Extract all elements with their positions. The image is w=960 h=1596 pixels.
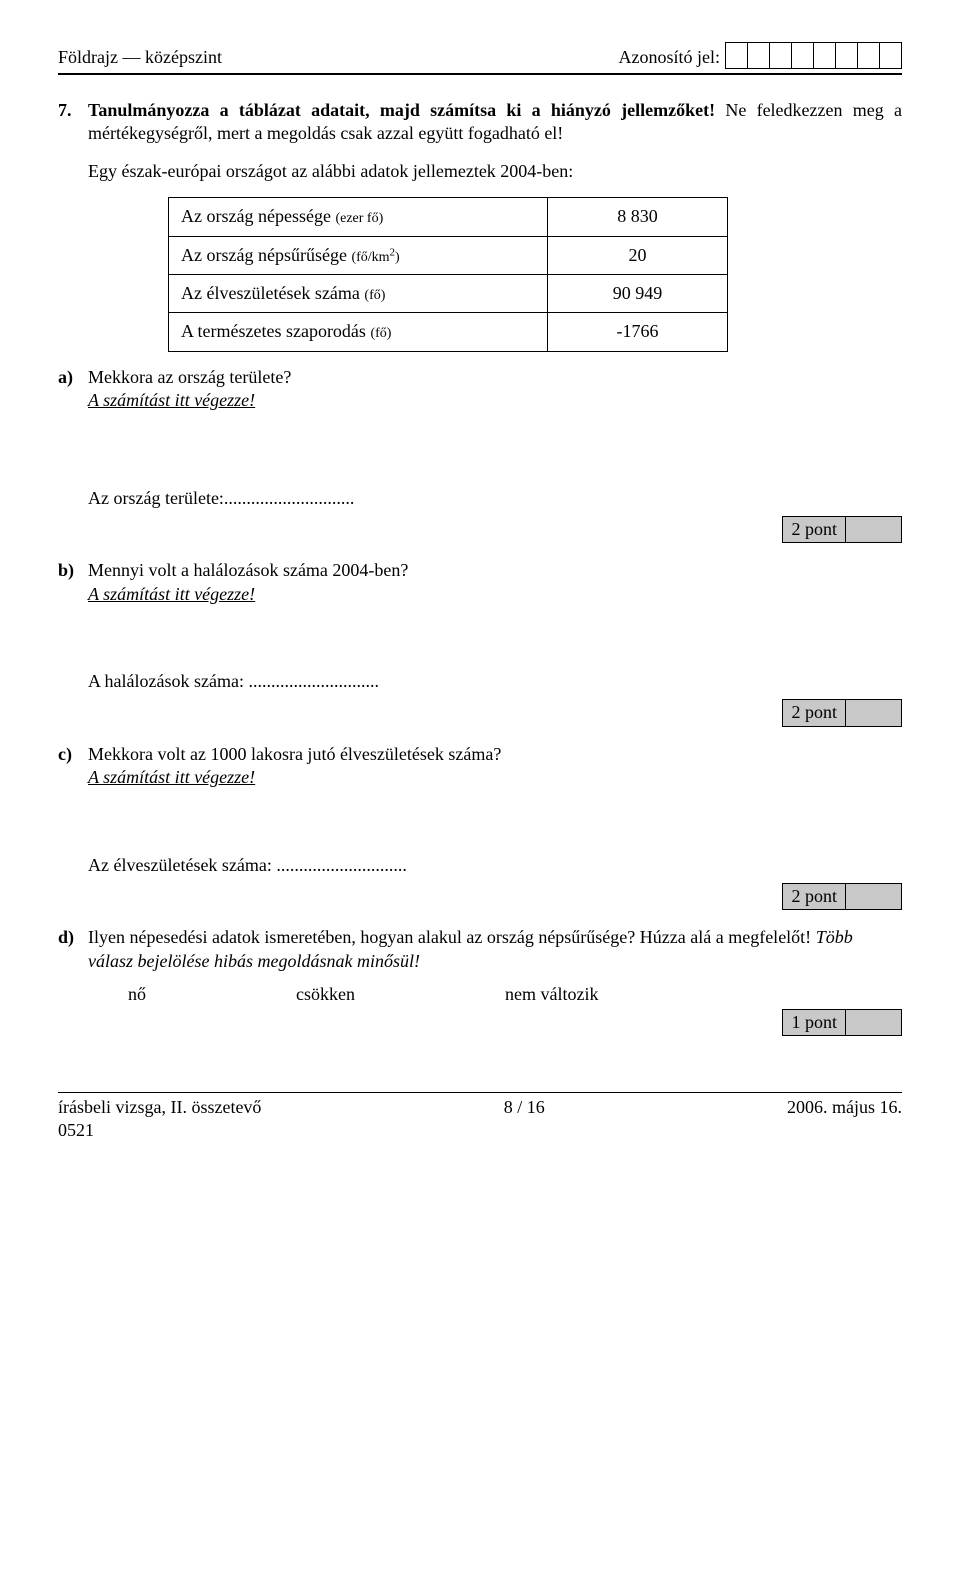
question-c: c) Mekkora volt az 1000 lakosra jutó élv…: [58, 743, 902, 790]
option-item[interactable]: csökken: [296, 983, 355, 1006]
table-row: Az élveszületések száma (fő)90 949: [169, 274, 728, 312]
footer-left: írásbeli vizsga, II. összetevő: [58, 1096, 261, 1119]
header-rule: [58, 73, 902, 75]
id-box[interactable]: [835, 42, 858, 69]
score-b-label: 2 pont: [783, 700, 846, 725]
table-value-cell: -1766: [548, 313, 728, 351]
id-label: Azonosító jel:: [619, 46, 721, 69]
score-c-label: 2 pont: [783, 884, 846, 909]
task-title-bold: Tanulmányozza a táblázat adatait, majd s…: [88, 100, 715, 120]
question-b-hint: A számítást itt végezze!: [88, 584, 255, 604]
table-value-cell: 8 830: [548, 198, 728, 236]
question-a-text: Mekkora az ország területe?: [88, 367, 291, 387]
table-value-cell: 90 949: [548, 274, 728, 312]
score-a-blank: [846, 517, 901, 542]
question-d-text: Ilyen népesedési adatok ismeretében, hog…: [88, 927, 816, 947]
score-b: 2 pont: [58, 699, 902, 726]
task-text: Tanulmányozza a táblázat adatait, majd s…: [88, 99, 902, 146]
table-row: Az ország népsűrűsége (fő/km2)20: [169, 236, 728, 274]
id-box[interactable]: [769, 42, 792, 69]
question-a-hint: A számítást itt végezze!: [88, 390, 255, 410]
question-c-text: Mekkora volt az 1000 lakosra jutó élvesz…: [88, 744, 501, 764]
question-d: d) Ilyen népesedési adatok ismeretében, …: [58, 926, 902, 973]
id-box[interactable]: [791, 42, 814, 69]
header-subject: Földrajz — középszint: [58, 46, 222, 69]
footer-left-line2: 0521: [58, 1119, 902, 1142]
header-id-area: Azonosító jel:: [619, 42, 903, 69]
question-a: a) Mekkora az ország területe? A számítá…: [58, 366, 902, 413]
footer-center: 8 / 16: [504, 1096, 545, 1119]
id-box[interactable]: [813, 42, 836, 69]
score-c-blank: [846, 884, 901, 909]
id-boxes: [726, 42, 902, 69]
task-number: 7.: [58, 99, 88, 146]
score-d-label: 1 pont: [783, 1010, 846, 1035]
id-box[interactable]: [747, 42, 770, 69]
table-value-cell: 20: [548, 236, 728, 274]
table-label-cell: Az élveszületések száma (fő): [169, 274, 548, 312]
question-b-text: Mennyi volt a halálozások száma 2004-ben…: [88, 560, 408, 580]
table-label-cell: Az ország népessége (ezer fő): [169, 198, 548, 236]
id-box[interactable]: [857, 42, 880, 69]
answer-b: A halálozások száma: ...................…: [88, 670, 902, 693]
id-box[interactable]: [725, 42, 748, 69]
page-footer: írásbeli vizsga, II. összetevő 8 / 16 20…: [58, 1096, 902, 1119]
table-label-cell: Az ország népsűrűsége (fő/km2): [169, 236, 548, 274]
table-row: A természetes szaporodás (fő)-1766: [169, 313, 728, 351]
label-b: b): [58, 559, 88, 606]
footer-right: 2006. május 16.: [787, 1096, 902, 1119]
data-table: Az ország népessége (ezer fő)8 830Az ors…: [168, 197, 728, 352]
score-d: 1 pont: [58, 1009, 902, 1036]
label-d: d): [58, 926, 88, 973]
task-intro: Egy észak-európai országot az alábbi ada…: [88, 160, 902, 183]
table-label-cell: A természetes szaporodás (fő): [169, 313, 548, 351]
id-box[interactable]: [879, 42, 902, 69]
score-c: 2 pont: [58, 883, 902, 910]
question-b: b) Mennyi volt a halálozások száma 2004-…: [58, 559, 902, 606]
score-b-blank: [846, 700, 901, 725]
score-a: 2 pont: [58, 516, 902, 543]
option-item[interactable]: nem változik: [505, 983, 598, 1006]
answer-c: Az élveszületések száma: ...............…: [88, 854, 902, 877]
label-a: a): [58, 366, 88, 413]
options-row: nő csökken nem változik: [128, 983, 902, 1006]
option-item[interactable]: nő: [128, 983, 146, 1006]
task-heading: 7. Tanulmányozza a táblázat adatait, maj…: [58, 99, 902, 146]
answer-a: Az ország területe:.....................…: [88, 487, 902, 510]
footer-rule: [58, 1092, 902, 1093]
table-row: Az ország népessége (ezer fő)8 830: [169, 198, 728, 236]
score-a-label: 2 pont: [783, 517, 846, 542]
score-d-blank: [846, 1010, 901, 1035]
label-c: c): [58, 743, 88, 790]
question-c-hint: A számítást itt végezze!: [88, 767, 255, 787]
page-header: Földrajz — középszint Azonosító jel:: [58, 42, 902, 69]
